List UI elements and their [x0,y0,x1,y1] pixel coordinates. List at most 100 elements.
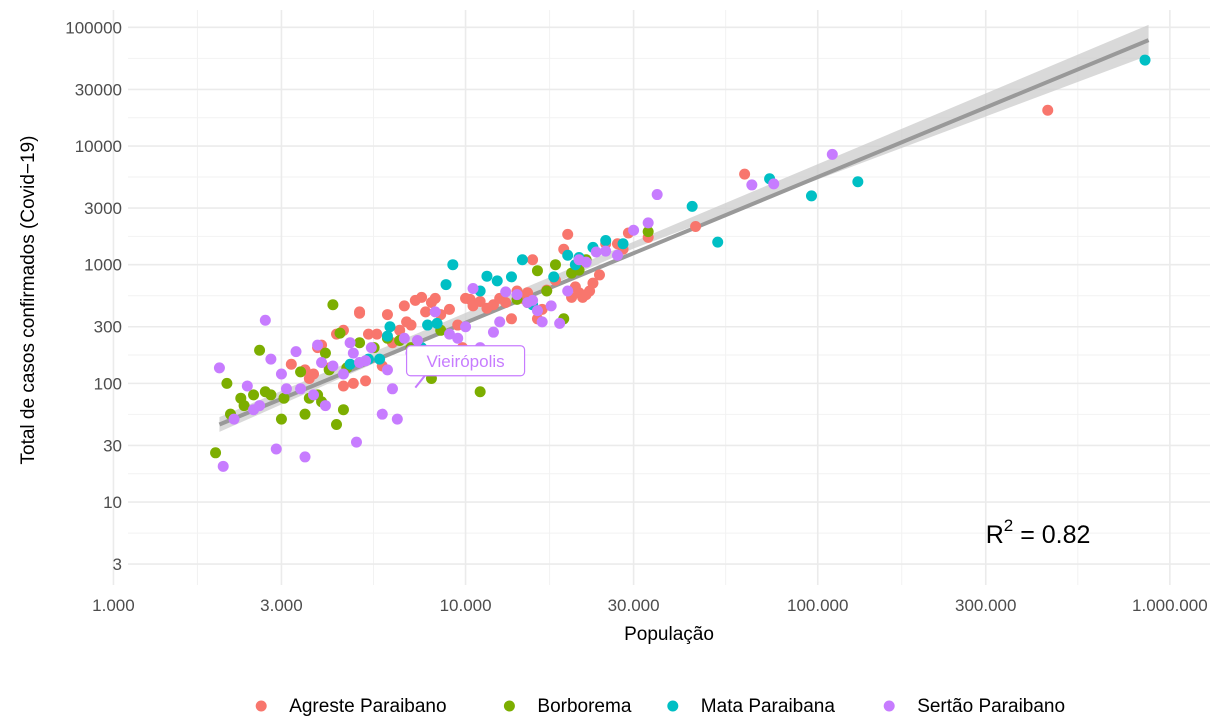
y-tick-label: 100 [94,374,122,393]
data-point [327,299,339,311]
data-point [295,383,307,395]
data-point [580,256,592,268]
data-point [452,332,464,344]
data-point [467,283,479,295]
annotation-box [405,345,526,377]
data-point [411,334,423,346]
legend-item: Agreste Paraibano [255,696,447,717]
data-point [327,360,339,372]
data-point [527,254,539,266]
annotation-leader-line [414,374,427,389]
data-point [549,259,561,271]
data-point [312,339,324,351]
data-point [422,319,434,331]
data-point [447,259,459,271]
data-point [360,355,372,367]
data-point [275,368,287,380]
data-point [712,236,724,248]
annotation-label: Vieirópolis [427,352,505,371]
data-point [481,270,493,282]
data-point [308,389,320,401]
data-point [241,380,253,392]
data-point [210,447,222,459]
data-point [350,436,362,448]
data-point [254,400,266,412]
data-point [562,285,574,297]
legend-swatch [883,700,895,712]
data-point [587,277,599,289]
data-point [265,353,277,365]
data-point [299,451,311,463]
data-point [384,321,396,333]
legend-item: Borborema [503,696,632,717]
data-point [554,317,566,329]
data-point [690,220,702,232]
data-point [299,408,311,420]
legend-item: Sertão Paraibano [883,696,1065,717]
data-point [590,246,602,258]
data-point [416,291,428,303]
data-point [290,346,302,358]
data-point [443,328,455,340]
data-point [228,413,240,425]
data-point [381,330,393,342]
x-tick-label: 100.000 [787,596,848,615]
data-point [1042,104,1054,116]
data-point [527,294,539,306]
data-point [805,190,817,202]
data-point [593,269,605,281]
data-point [376,408,388,420]
data-point [474,386,486,398]
data-point [270,443,282,455]
legend-label: Agreste Paraibano [289,696,446,717]
data-point [536,316,548,328]
data-point [254,344,266,356]
data-points [210,54,1151,472]
data-point [213,362,225,374]
y-tick-label: 3 [113,555,122,574]
data-point [531,265,543,277]
data-point [516,254,528,266]
data-point [347,377,359,389]
y-tick-label: 30000 [75,80,122,99]
r2-label: R2 = 0.82 [986,516,1091,549]
confidence-band-area [219,24,1149,432]
data-point [265,389,277,401]
y-tick-label: 10000 [75,137,122,156]
data-point [398,332,410,344]
data-point [531,305,543,317]
data-point [248,389,260,401]
x-tick-label: 3.000 [260,596,303,615]
data-point [617,238,629,250]
data-point [398,300,410,312]
y-tick-label: 1000 [84,256,122,275]
data-point [511,289,523,301]
data-point [768,178,780,190]
data-point [628,224,640,236]
data-point [344,337,356,349]
data-point [443,303,455,315]
data-point [505,313,517,325]
data-point [221,377,233,389]
x-tick-label: 10.000 [440,596,492,615]
data-point [405,319,417,331]
grid-lines [112,10,1210,585]
y-tick-label: 30 [103,436,122,455]
y-axis-label: Total de casos confirmados (Covid−19) [18,136,39,465]
data-point [319,400,331,412]
data-point [1139,54,1151,66]
data-point [374,353,386,365]
data-point [440,279,452,291]
legend-swatch [503,700,515,712]
data-point [217,460,229,472]
data-point [259,314,271,326]
legend-item: Mata Paraibana [667,696,835,717]
y-tick-label: 300 [94,318,122,337]
data-point [826,148,838,160]
y-tick-label: 100000 [65,18,122,37]
data-point [491,275,503,287]
data-point [562,228,574,240]
y-tick-label: 3000 [84,199,122,218]
data-point [295,366,307,378]
